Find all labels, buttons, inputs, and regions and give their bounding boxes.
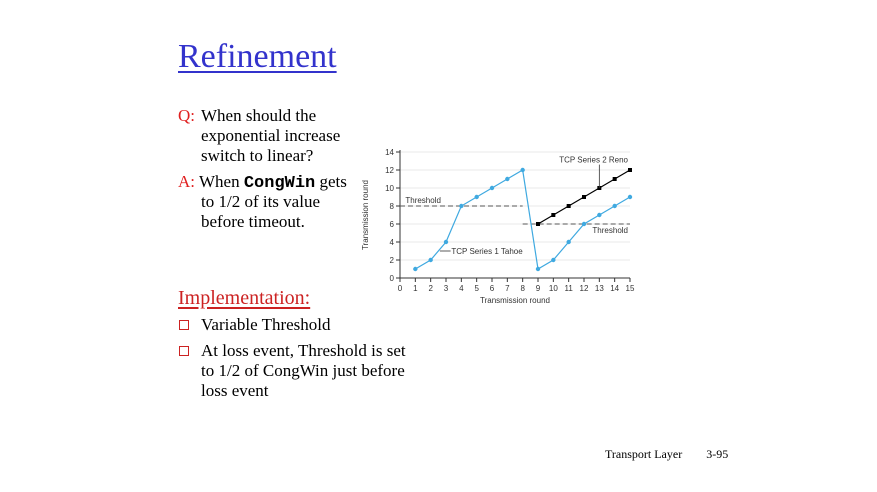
data-point	[551, 257, 556, 263]
question-line-2: exponential increase	[201, 126, 341, 145]
y-axis-label: Transmission round	[361, 180, 370, 250]
answer-line-3: before timeout.	[201, 212, 305, 231]
x-tick-label: 2	[428, 284, 433, 293]
y-tick-label: 8	[390, 202, 395, 211]
x-tick-label: 0	[398, 284, 403, 293]
bullet-2-line-2: to 1/2 of CongWin just before	[201, 361, 405, 380]
data-point	[474, 194, 479, 200]
data-point	[505, 176, 510, 182]
data-point	[581, 221, 587, 227]
x-tick-label: 8	[520, 284, 525, 293]
data-point	[566, 204, 571, 208]
footer-page-number: 3-95	[706, 447, 729, 461]
x-tick-label: 7	[505, 284, 510, 293]
x-tick-label: 13	[595, 284, 604, 293]
question-label: Q:	[178, 106, 195, 125]
data-point	[612, 177, 617, 181]
data-point	[428, 257, 433, 263]
y-tick-label: 6	[390, 220, 395, 229]
question-line-1: When should the	[201, 106, 317, 125]
threshold-label: Threshold	[592, 226, 628, 235]
slide-title: Refinement	[178, 38, 337, 75]
data-point	[489, 185, 495, 191]
bullet-box-icon	[179, 346, 189, 356]
threshold-label: Threshold	[405, 196, 441, 205]
data-point	[459, 203, 464, 209]
answer-post: gets	[319, 172, 347, 191]
bullet-2-line-3: loss event	[201, 381, 269, 400]
x-tick-label: 3	[444, 284, 449, 293]
bullet-box-icon	[179, 320, 189, 330]
y-tick-label: 0	[390, 274, 395, 283]
question-line-3: switch to linear?	[201, 146, 314, 165]
answer-line-1: When CongWin gets	[199, 172, 347, 194]
answer-line-2: to 1/2 of its value	[201, 192, 320, 211]
footer: Transport Layer 3-95	[605, 447, 728, 462]
data-point	[536, 222, 540, 226]
y-tick-label: 2	[390, 256, 395, 265]
x-tick-label: 9	[536, 284, 541, 293]
data-point	[535, 266, 541, 272]
implementation-heading: Implementation:	[178, 287, 311, 309]
reno-series-label: TCP Series 2 Reno	[559, 156, 628, 165]
data-point	[612, 203, 617, 209]
y-tick-label: 14	[385, 148, 394, 157]
data-point	[582, 195, 586, 199]
answer-pre: When	[199, 172, 240, 191]
x-tick-label: 14	[610, 284, 619, 293]
data-point	[413, 266, 418, 272]
data-point	[520, 167, 525, 173]
x-tick-label: 12	[580, 284, 589, 293]
y-tick-label: 12	[385, 166, 394, 175]
x-tick-label: 10	[549, 284, 558, 293]
data-point	[628, 168, 632, 172]
data-point	[627, 194, 633, 200]
footer-section: Transport Layer	[605, 447, 683, 461]
x-axis-label: Transmission round	[480, 296, 550, 305]
y-tick-label: 4	[390, 238, 395, 247]
answer-label: A:	[178, 172, 195, 191]
data-point	[597, 212, 602, 218]
y-tick-label: 10	[385, 184, 394, 193]
x-tick-label: 11	[565, 284, 574, 293]
x-tick-label: 5	[474, 284, 479, 293]
congwin-code: CongWin	[243, 174, 316, 193]
x-tick-label: 4	[459, 284, 464, 293]
x-tick-label: 6	[490, 284, 495, 293]
tahoe-series-label: TCP Series 1 Tahoe	[451, 247, 523, 256]
data-point	[551, 213, 556, 217]
bullet-1-line-1: Variable Threshold	[201, 315, 331, 334]
data-point	[443, 239, 449, 245]
x-tick-label: 15	[626, 284, 635, 293]
x-tick-label: 1	[413, 284, 418, 293]
data-point	[566, 239, 571, 245]
bullet-2-line-1: At loss event, Threshold is set	[201, 341, 406, 360]
